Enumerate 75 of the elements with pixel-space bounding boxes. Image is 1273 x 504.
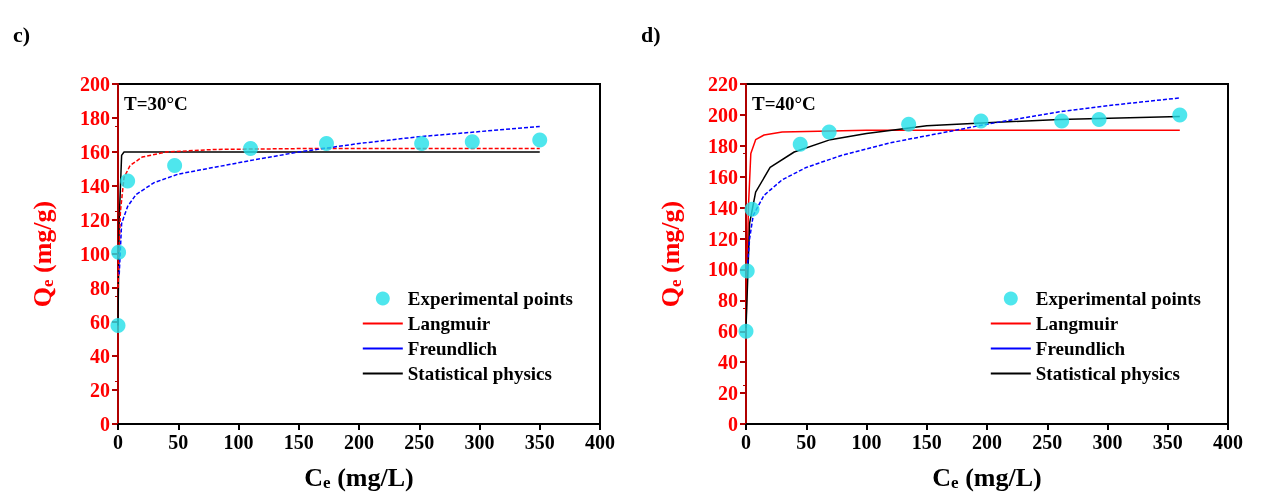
y-axis-title: Qe (mg/g) [656,200,685,308]
x-tick-label: 350 [1152,431,1183,453]
chart-title: c) [13,21,31,47]
line-series [118,125,541,276]
y-axis-title: Qe (mg/g) [28,200,57,308]
x-tick-label: 150 [911,431,942,453]
y-tick-label: 0 [728,413,738,435]
annotation: T=30°C [124,93,188,114]
y-tick-label: 140 [80,175,110,197]
point [792,136,808,152]
x-tick-label: 400 [1213,431,1243,453]
point [901,116,917,132]
point [120,173,136,189]
y-tick-label: 200 [708,103,738,126]
y-tick-label: 20 [90,379,110,401]
point [821,124,837,140]
point [318,136,334,151]
legend-label: Experimental points [407,288,573,309]
point [973,113,989,129]
point [739,263,755,279]
y-tick-label: 40 [90,345,110,367]
y-tick-label: 100 [80,243,110,265]
legend-label: Langmuir [1035,313,1119,334]
legend-label: Experimental points [1035,288,1201,309]
legend-label: Freundlich [1035,338,1126,359]
y-tick-label: 200 [80,73,110,95]
x-tick-label: 150 [283,431,314,453]
point [110,317,126,333]
x-tick-label: 250 [1032,431,1063,453]
y-tick-label: 120 [708,227,738,250]
x-tick-label: 200 [344,431,374,453]
y-tick-label: 140 [708,196,738,219]
x-tick-label: 100 [851,431,882,453]
legend-label: Statistical physics [1035,363,1180,384]
legend-label: Langmuir [407,313,491,334]
point [111,244,127,260]
x-tick-label: 100 [223,431,254,453]
y-tick-label: 220 [708,73,738,95]
x-tick-label: 400 [585,431,615,453]
point [464,134,480,150]
y-tick-label: 40 [718,351,738,374]
y-tick-label: 100 [708,258,738,281]
x-tick-label: 300 [1092,431,1123,453]
y-tick-label: 20 [718,382,738,405]
x-tick-label: 200 [972,431,1002,453]
x-tick-label: 250 [404,431,435,453]
x-tick-label: 50 [796,431,817,453]
legend-label: Freundlich [407,338,498,359]
x-tick-label: 300 [464,431,495,453]
point [1172,107,1188,123]
y-tick-label: 60 [90,311,110,333]
point [243,141,259,157]
point [1054,113,1070,129]
y-tick-label: 0 [100,413,110,435]
chart-title: d) [641,21,661,47]
y-tick-label: 180 [80,107,110,129]
point [738,323,754,339]
y-tick-label: 80 [718,289,738,312]
legend-label: Statistical physics [407,363,552,384]
y-tick-label: 180 [708,134,738,157]
y-tick-label: 120 [80,209,110,231]
x-axis-title: Ce (mg/L) [932,463,1042,492]
point [532,132,548,148]
y-tick-label: 80 [90,277,110,299]
y-tick-label: 160 [80,141,110,163]
x-axis-title: Ce (mg/L) [304,463,414,492]
point [744,201,760,217]
point [167,158,183,174]
annotation: T=40°C [752,93,816,114]
x-tick-label: 350 [524,431,555,453]
point [1091,112,1107,128]
point [414,136,430,151]
y-tick-label: 60 [718,320,738,343]
y-tick-label: 160 [708,165,738,188]
x-tick-label: 50 [168,431,189,453]
